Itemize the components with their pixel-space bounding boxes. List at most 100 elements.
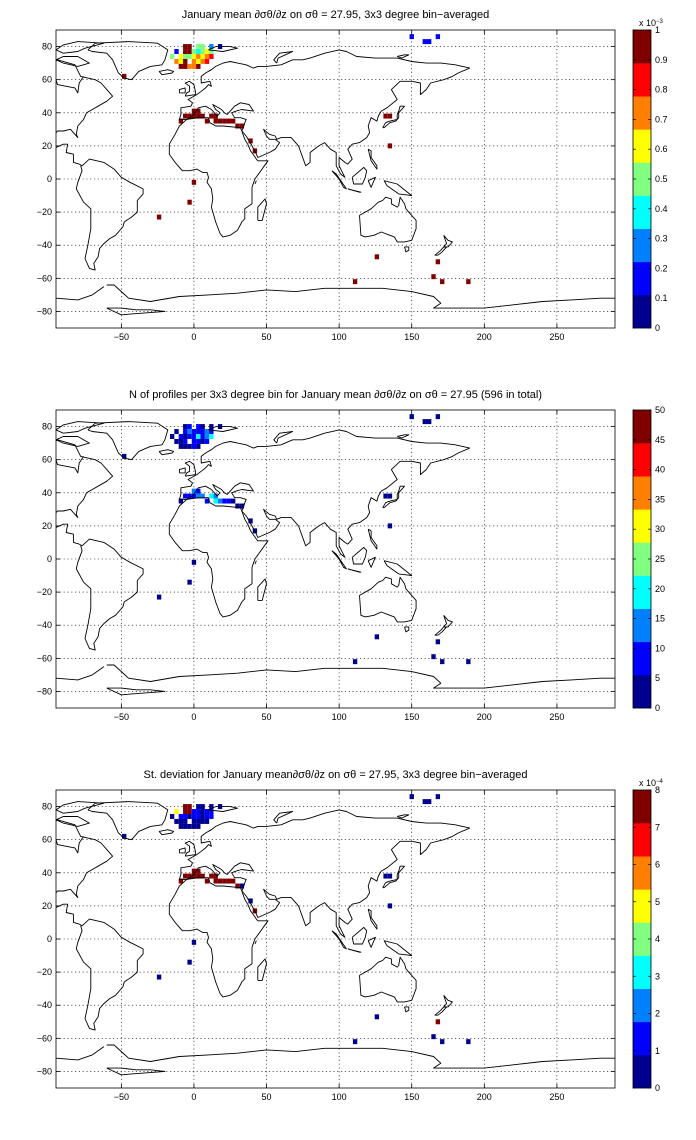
coastline (397, 814, 410, 819)
bin-cell (387, 493, 393, 499)
coastline (75, 918, 144, 1031)
coastline (56, 76, 84, 94)
bin-cell (196, 113, 201, 119)
coastline (404, 626, 410, 633)
bin-cell (204, 58, 210, 64)
bin-cell (217, 878, 223, 884)
colorbar-segment (633, 641, 651, 676)
coastline (75, 158, 144, 271)
coastline (382, 485, 405, 509)
coastline (178, 847, 186, 854)
bin-cell (387, 143, 393, 149)
colorbar-segment (633, 129, 651, 163)
colorbar-segment (633, 1054, 651, 1089)
bin-cell (187, 429, 192, 435)
bin-cell (196, 873, 201, 879)
bin-cell (156, 594, 162, 600)
bin-cell (183, 434, 188, 439)
coastline (331, 170, 347, 190)
colorbar-tick-label: 0.2 (655, 263, 668, 273)
bin-cell (226, 118, 231, 124)
x-tick-label: 0 (191, 712, 196, 722)
bin-cell (204, 814, 210, 819)
coastline (383, 560, 413, 577)
colorbar-tick-label: 6 (655, 860, 660, 870)
bin-cell (122, 73, 127, 79)
bin-cell (191, 429, 197, 435)
coastline (367, 908, 378, 930)
bin-cell (466, 279, 471, 285)
coastlines (56, 801, 615, 1076)
coastline (208, 426, 238, 432)
coastline (347, 188, 362, 193)
coastline (179, 827, 470, 938)
coastline (179, 67, 470, 178)
y-tick-label: −80 (37, 686, 52, 696)
bin-cell (239, 123, 245, 129)
coastline (208, 806, 238, 812)
coastline (75, 538, 144, 651)
bin-cell (200, 113, 205, 119)
coastline (347, 948, 362, 953)
grid-lines (56, 30, 615, 328)
coastline (404, 246, 410, 253)
bin-cell (183, 814, 188, 819)
coastline (56, 59, 114, 165)
coastline (443, 995, 453, 1008)
coastline (443, 615, 453, 628)
y-tick-label: 20 (42, 141, 52, 151)
colorbar-tick-label: 20 (655, 584, 665, 594)
y-tick-label: −80 (37, 1066, 52, 1076)
bin-cell (200, 58, 205, 64)
colorbar: 0 0.1 0.2 0.3 0.4 0.5 0.6 0.7 0.8 0.9 1x 10−3 (632, 18, 668, 333)
bin-cell (187, 54, 192, 59)
y-tick-label: −20 (37, 967, 52, 977)
bin-cell (222, 878, 227, 884)
x-tick-label: 200 (477, 332, 492, 342)
coastline (359, 956, 417, 1003)
bin-cell (191, 49, 197, 55)
y-tick-label: 0 (47, 554, 52, 564)
colorbar-segment (633, 1021, 651, 1056)
colorbar-segment (633, 856, 651, 890)
bin-cell (191, 873, 197, 879)
coastline (254, 560, 257, 565)
bin-cell (387, 523, 393, 529)
coastline (434, 626, 448, 636)
coastline (158, 69, 175, 76)
bin-cell (196, 804, 201, 810)
bin-cell (374, 254, 380, 260)
x-tick-label: 50 (262, 332, 272, 342)
coastline (383, 940, 413, 957)
bin-cell (422, 799, 427, 805)
x-tick-label: 50 (262, 712, 272, 722)
bin-cell (426, 799, 432, 805)
coastline (56, 816, 90, 827)
bin-cell (440, 1039, 445, 1045)
bin-cell (122, 833, 127, 839)
colorbar-exponent: x 10−4 (639, 778, 664, 788)
bin-cell (213, 498, 218, 504)
bin-cell (230, 118, 236, 124)
bin-cell (200, 54, 205, 59)
bin-cell (209, 49, 214, 55)
x-tick-label: 200 (477, 712, 492, 722)
data-bins (122, 794, 471, 1045)
bin-cell (183, 113, 188, 119)
bin-cell (230, 498, 236, 504)
bin-cell (191, 488, 197, 494)
coastline (351, 546, 368, 565)
bin-cell (422, 39, 427, 45)
y-tick-label: −80 (37, 306, 52, 316)
bin-cell (248, 898, 253, 904)
bin-cell (196, 54, 201, 59)
bin-cell (187, 873, 192, 879)
bin-cell (409, 414, 414, 420)
bin-cell (222, 118, 227, 124)
coastline (106, 1044, 615, 1069)
colorbar-tick-label: 7 (655, 822, 660, 832)
bin-cell (435, 414, 441, 420)
coastline (273, 811, 294, 824)
bin-cell (204, 878, 210, 884)
x-tick-label: 50 (262, 1092, 272, 1102)
